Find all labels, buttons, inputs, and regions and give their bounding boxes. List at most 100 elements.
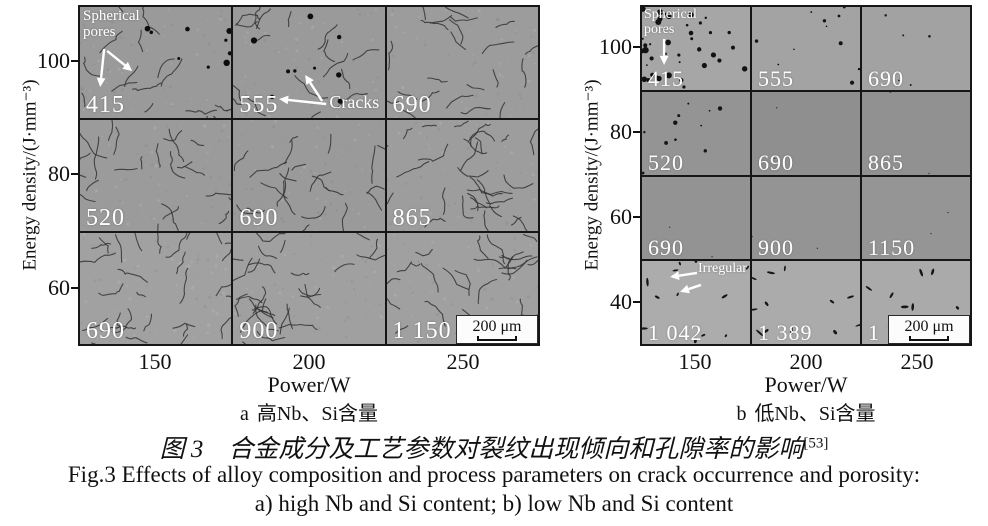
- micrograph-cell-b-1-2: 865: [862, 91, 970, 175]
- scale-bar: 200 μm: [888, 315, 970, 344]
- panel-a-x-axis-label: Power/W: [267, 372, 351, 397]
- micrograph-texture: [80, 7, 232, 118]
- micrograph-cell-a-2-1: 900: [233, 233, 385, 344]
- micrograph-cell-b-3-0: Irregular pores 1 042: [642, 261, 750, 344]
- micrograph-texture: [930, 211, 949, 234]
- micrograph-cell-b-3-1: 1 389: [752, 261, 860, 344]
- panel-a-ytick-80: 80: [48, 161, 70, 186]
- caption-chinese: 图 3 合金成分及工艺参数对裂纹出现倾向和孔隙率的影响[53]: [0, 429, 988, 465]
- micrograph-texture: [233, 233, 385, 344]
- panel-b-xtick-200: 200: [789, 349, 823, 374]
- cell-energy-label: 520: [86, 204, 125, 231]
- micrograph-cell-a-1-0: 520: [80, 120, 232, 231]
- cell-energy-label: 1 150: [392, 317, 452, 344]
- micrograph-cell-b-0-0: Spherical pores 415: [642, 7, 750, 90]
- panel-b-subtitle-letter: b: [736, 403, 747, 425]
- panel-b-ytickmark: [633, 301, 640, 303]
- cell-energy-label: 690: [392, 91, 432, 118]
- micrograph-cell-a-0-0: Spherical pores 415: [80, 7, 232, 118]
- micrograph-texture: [642, 7, 748, 89]
- cell-energy-label: 415: [86, 91, 125, 118]
- annotation-spherical-pores: Spherical pores: [83, 8, 140, 40]
- panel-b-ytickmark: [633, 46, 640, 48]
- cell-energy-label: 520: [648, 150, 684, 175]
- cell-energy-label: 415: [648, 65, 684, 90]
- cell-energy-label: 690: [239, 204, 279, 231]
- cell-energy-label: 555: [758, 65, 794, 90]
- panel-a-xtick-250: 250: [446, 349, 480, 374]
- micrograph-cell-b-1-1: 690: [752, 91, 860, 175]
- micrograph-texture: [752, 235, 819, 249]
- cell-energy-label: 555: [239, 91, 279, 118]
- panel-b-micrograph-grid: Spherical pores 415 555 690 520 690: [640, 5, 972, 346]
- micrograph-texture: [889, 91, 930, 174]
- panel-b-subtitle: b 低Nb、Si含量: [656, 397, 956, 426]
- panel-a-subtitle: a 高Nb、Si含量: [159, 397, 459, 426]
- panel-b-ytick-80: 80: [610, 119, 632, 144]
- panel-b-xtick-250: 250: [900, 349, 934, 374]
- panel-b-subtitle-text: 低Nb、Si含量: [754, 403, 876, 425]
- cell-energy-label: 1150: [868, 235, 916, 260]
- panel-b-ytickmark: [633, 131, 640, 133]
- panel-a-xtick-200: 200: [292, 349, 326, 374]
- annotation-cracks: Cracks: [329, 92, 380, 112]
- micrograph-cell-a-0-1: Cracks 555: [233, 7, 385, 118]
- micrograph-cell-a-2-2: 1 150 200 μm: [386, 233, 538, 344]
- cell-energy-label: 690: [758, 150, 794, 175]
- cell-energy-label: 900: [758, 235, 794, 260]
- panel-a-micrograph-grid: Spherical pores 415 Cracks 555 690 520: [78, 5, 540, 346]
- scale-bar-label: 200 μm: [472, 317, 522, 335]
- caption-english-line2: a) high Nb and Si content; b) low Nb and…: [254, 491, 734, 516]
- scale-bar-label: 200 μm: [904, 317, 954, 335]
- caption-reference-superscript: [53]: [803, 435, 829, 452]
- cell-energy-label: 690: [868, 65, 904, 90]
- micrograph-texture: [668, 226, 713, 257]
- panel-b-ytick-40: 40: [610, 289, 632, 314]
- annotation-spherical-pores: Spherical pores: [644, 7, 697, 37]
- panel-a-ytickmark: [71, 60, 78, 62]
- micrograph-texture: [386, 120, 538, 231]
- micrograph-cell-b-2-0: 690: [642, 176, 750, 260]
- caption-english-line1: Fig.3 Effects of alloy composition and p…: [67, 462, 921, 487]
- micrograph-texture: [752, 265, 860, 337]
- micrograph-cell-a-0-2: 690: [386, 7, 538, 118]
- panel-a-subtitle-letter: a: [239, 403, 249, 425]
- panel-a-ytick-60: 60: [48, 275, 70, 300]
- micrograph-texture: [80, 120, 232, 231]
- micrograph-texture: [884, 14, 931, 86]
- micrograph-cell-b-2-2: 1150: [862, 176, 970, 260]
- micrograph-texture: [80, 233, 232, 344]
- panel-a-ytick-100: 100: [37, 48, 70, 73]
- panel-b-y-axis-label: Energy density/(J·mm⁻³): [581, 79, 603, 271]
- panel-b-ytick-60: 60: [610, 204, 632, 229]
- micrograph-cell-b-3-2: 1 736 200 μm: [862, 261, 970, 344]
- panel-b-ytickmark: [633, 216, 640, 218]
- micrograph-texture: [754, 7, 860, 85]
- cell-energy-label: 690: [86, 317, 125, 344]
- cell-energy-label: 1 389: [758, 319, 813, 344]
- caption-chinese-text: 图 3 合金成分及工艺参数对裂纹出现倾向和孔隙率的影响: [159, 436, 804, 463]
- panel-a-subtitle-text: 高Nb、Si含量: [256, 403, 378, 425]
- micrograph-texture: [233, 120, 385, 231]
- panel-b-x-axis-label: Power/W: [764, 372, 848, 397]
- micrograph-cell-b-0-2: 690: [862, 7, 970, 90]
- cell-energy-label: 690: [648, 235, 684, 260]
- cell-energy-label: 900: [239, 317, 279, 344]
- annotation-irregular-pores: Irregular pores: [698, 261, 750, 277]
- scale-bar-bracket: [909, 335, 949, 341]
- micrograph-texture: [773, 106, 778, 159]
- micrograph-texture: [642, 102, 723, 175]
- micrograph-cell-b-1-0: 520: [642, 91, 750, 175]
- micrograph-cell-b-2-1: 900: [752, 176, 860, 260]
- panel-b-xtick-150: 150: [678, 349, 712, 374]
- scale-bar: 200 μm: [455, 315, 538, 344]
- micrograph-cell-b-0-1: 555: [752, 7, 860, 90]
- cell-energy-label: 1 042: [648, 319, 703, 344]
- micrograph-cell-a-1-2: 865: [386, 120, 538, 231]
- scale-bar-bracket: [476, 335, 517, 341]
- panel-a-ytickmark: [71, 173, 78, 175]
- panel-b-ytick-100: 100: [599, 34, 632, 59]
- micrograph-texture: [386, 7, 538, 118]
- micrograph-cell-a-2-0: 690: [80, 233, 232, 344]
